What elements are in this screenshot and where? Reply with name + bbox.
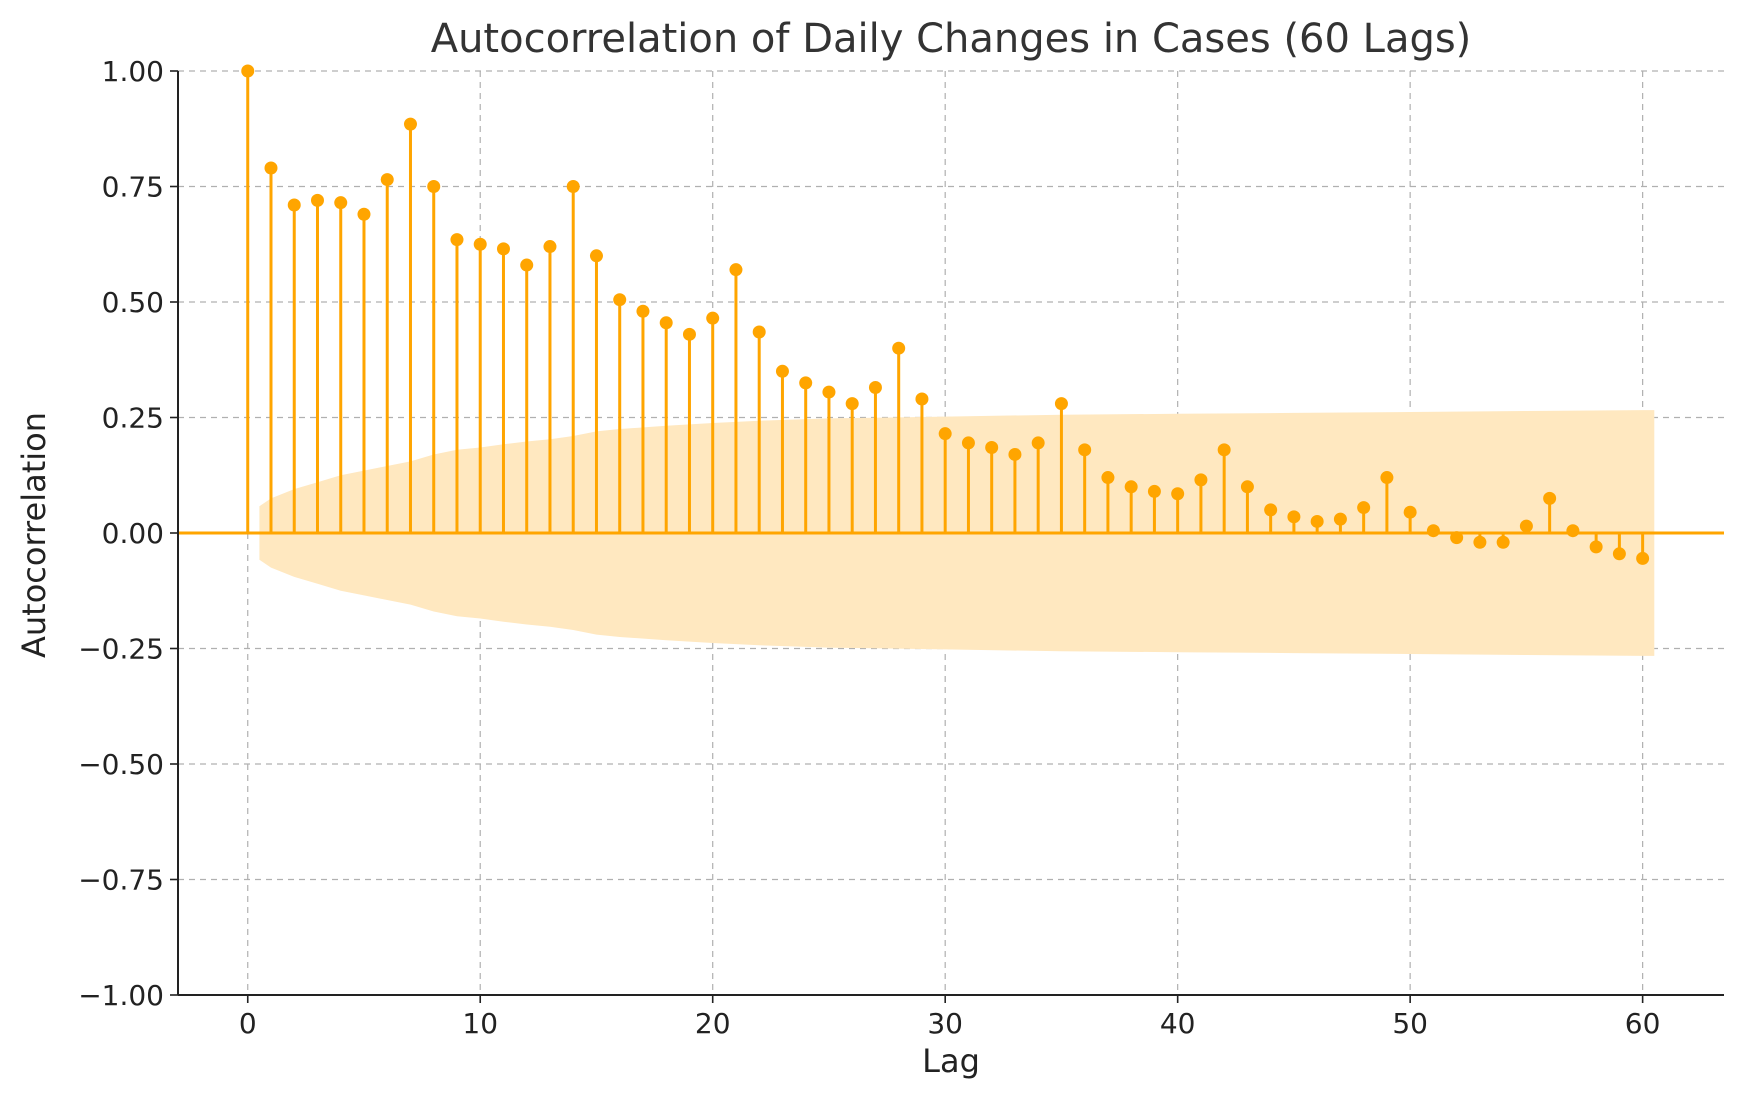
x-tick-label: 0 (239, 1007, 257, 1040)
acf-point (450, 233, 464, 247)
acf-point (822, 385, 836, 399)
acf-point (1333, 512, 1347, 526)
acf-point (799, 376, 813, 390)
y-tick-label: −0.25 (78, 633, 164, 666)
acf-point (1054, 397, 1068, 411)
acf-point (1403, 505, 1417, 519)
x-tick-label: 60 (1625, 1007, 1661, 1040)
y-axis-label: Autocorrelation (15, 412, 53, 658)
acf-point (1426, 524, 1440, 538)
acf-point (938, 427, 952, 441)
acf-point (1612, 547, 1626, 561)
x-tick-label: 10 (462, 1007, 498, 1040)
chart-title: Autocorrelation of Daily Changes in Case… (431, 16, 1472, 62)
acf-point (1519, 519, 1533, 533)
acf-point (892, 341, 906, 355)
y-tick-label: 0.50 (102, 286, 164, 319)
acf-point (1240, 480, 1254, 494)
stems (241, 64, 1650, 565)
acf-point (845, 397, 859, 411)
tick-labels: 0 10 20 30 40 50 60 −1.00 −0.75 −0.50 −0.25 0.00 0.2… (78, 55, 1660, 1040)
acf-point (1496, 535, 1510, 549)
acf-point (1101, 471, 1115, 485)
acf-point (380, 173, 394, 187)
acf-point (1078, 443, 1092, 457)
x-tick-label: 30 (927, 1007, 963, 1040)
acf-point (264, 161, 278, 175)
y-tick-label: −1.00 (78, 979, 164, 1012)
acf-point (1287, 510, 1301, 524)
acf-point (1217, 443, 1231, 457)
acf-point (1264, 503, 1278, 517)
y-tick-label: 1.00 (102, 55, 164, 88)
acf-point (1589, 540, 1603, 554)
acf-point (403, 117, 417, 131)
acf-point (1543, 491, 1557, 505)
acf-point (659, 316, 673, 330)
acf-point (1566, 524, 1580, 538)
acf-point (682, 327, 696, 341)
acf-point (241, 64, 255, 78)
acf-point (427, 180, 441, 193)
acf-point (496, 242, 510, 256)
y-tick-label: 0.00 (102, 517, 164, 550)
acf-point (334, 196, 348, 210)
acf-point (775, 364, 789, 378)
acf-point (752, 325, 766, 339)
acf-point (1194, 473, 1208, 487)
acf-point (1008, 447, 1022, 461)
acf-point (868, 380, 882, 394)
y-tick-label: −0.75 (78, 864, 164, 897)
acf-point (1124, 480, 1138, 494)
acf-point (1636, 551, 1650, 565)
x-axis-label: Lag (922, 1042, 980, 1080)
acf-point (706, 311, 720, 325)
acf-point (589, 249, 603, 263)
y-tick-label: 0.75 (102, 171, 164, 204)
y-tick-label: 0.25 (102, 402, 164, 435)
acf-point (1450, 531, 1464, 545)
x-tick-label: 20 (695, 1007, 731, 1040)
acf-point (357, 207, 371, 221)
acf-point (985, 441, 999, 455)
acf-point (1031, 436, 1045, 450)
acf-point (566, 180, 580, 193)
x-tick-label: 40 (1160, 1007, 1196, 1040)
acf-point (287, 198, 301, 212)
acf-point (1171, 487, 1185, 501)
acf-point (310, 193, 324, 207)
acf-point (473, 237, 487, 251)
acf-point (520, 258, 534, 272)
acf-point (1310, 514, 1324, 528)
acf-point (613, 293, 627, 307)
acf-point (1380, 471, 1394, 485)
acf-point (961, 436, 975, 450)
acf-point (543, 240, 557, 254)
acf-point (1473, 535, 1487, 549)
y-tick-label: −0.50 (78, 748, 164, 781)
acf-point (729, 263, 743, 277)
acf-point (1147, 484, 1161, 498)
acf-point (1357, 501, 1371, 515)
acf-point (636, 304, 650, 318)
x-tick-label: 50 (1392, 1007, 1428, 1040)
acf-point (915, 392, 929, 406)
